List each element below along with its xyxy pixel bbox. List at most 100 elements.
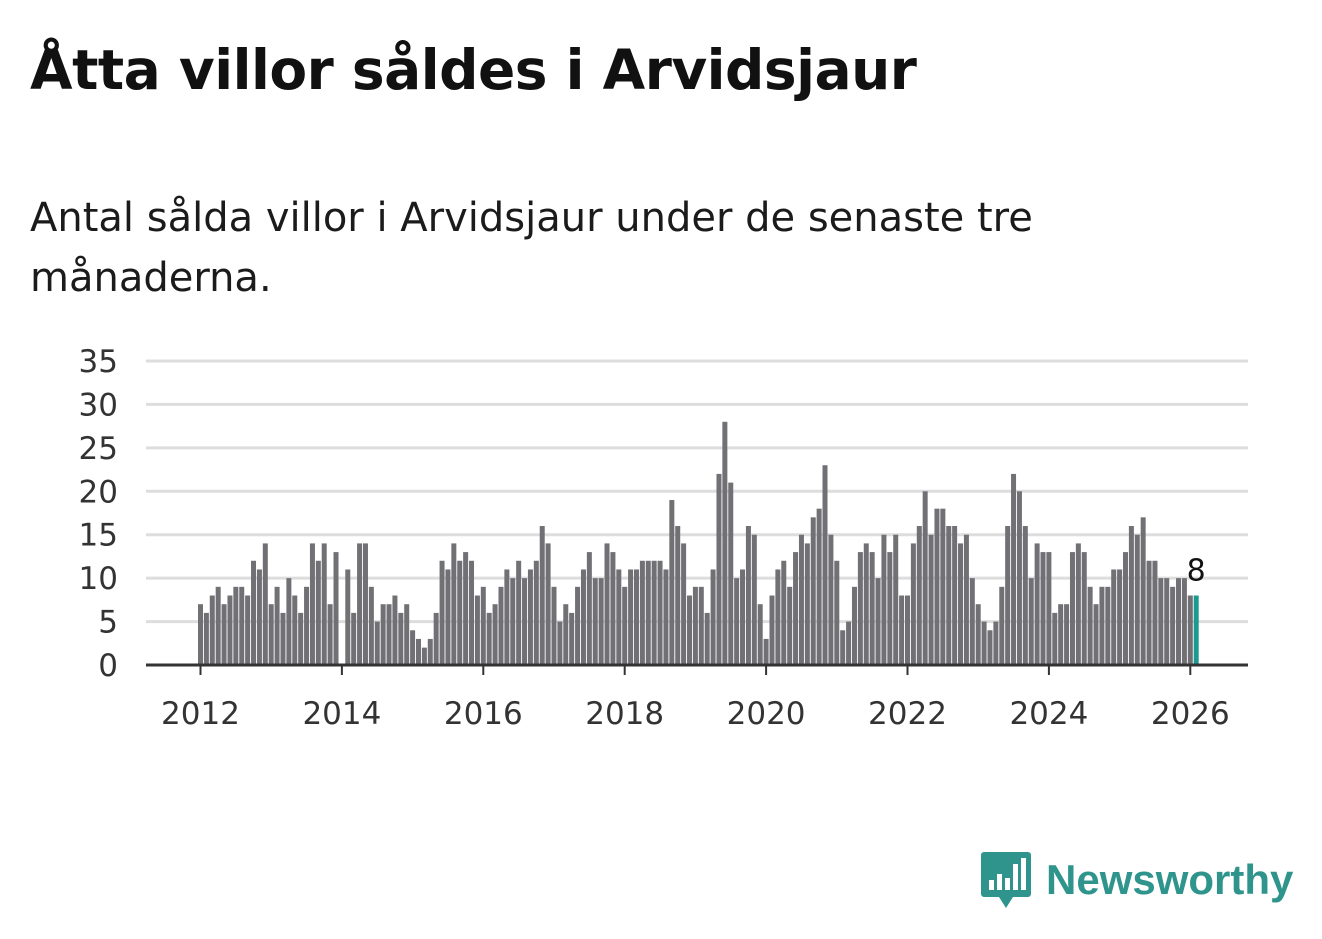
bar [952, 526, 958, 665]
bar [1040, 552, 1046, 665]
x-tick-label: 2018 [585, 696, 664, 732]
x-tick-label: 2016 [444, 696, 523, 732]
bar [492, 604, 498, 665]
bar [315, 560, 321, 665]
bar [840, 630, 846, 665]
bar [1075, 543, 1081, 665]
bar [386, 604, 392, 665]
bar [1064, 604, 1070, 665]
bar [522, 578, 528, 665]
bar [804, 543, 810, 665]
x-tick-label: 2026 [1151, 696, 1230, 732]
bar [875, 578, 881, 665]
bar [698, 586, 704, 665]
bar [563, 604, 569, 665]
bar [1117, 569, 1123, 665]
bar [421, 647, 427, 665]
bar [215, 586, 221, 665]
bar [775, 569, 781, 665]
bar [404, 604, 410, 665]
bar [1093, 604, 1099, 665]
bar [345, 569, 351, 665]
bar [851, 586, 857, 665]
bar [798, 534, 804, 665]
bar [1152, 560, 1158, 665]
bar [510, 578, 516, 665]
bar [663, 569, 669, 665]
bar [1034, 543, 1040, 665]
bar [274, 586, 280, 665]
x-tick-label: 2012 [161, 696, 240, 732]
bar [910, 543, 916, 665]
bar [203, 612, 209, 665]
bars [198, 421, 1199, 665]
bar [958, 543, 964, 665]
bar [722, 421, 728, 665]
bar [1128, 526, 1134, 665]
bar [993, 621, 999, 665]
bar [981, 621, 987, 665]
bar [1170, 586, 1176, 665]
bar [622, 586, 628, 665]
bar [504, 569, 510, 665]
x-tick-label: 2024 [1009, 696, 1088, 732]
bar [745, 526, 751, 665]
bar [675, 526, 681, 665]
bar [710, 569, 716, 665]
bar [1111, 569, 1117, 665]
bar [787, 586, 793, 665]
bar [557, 621, 563, 665]
bar [586, 552, 592, 665]
bar [628, 569, 634, 665]
bar [846, 621, 852, 665]
bar [781, 560, 787, 665]
y-tick-label: 35 [79, 344, 118, 380]
bar [569, 612, 575, 665]
newsworthy-logo[interactable]: Newsworthy [980, 850, 1300, 910]
bar [539, 526, 545, 665]
bar [940, 508, 946, 665]
bar [362, 543, 368, 665]
bar [757, 604, 763, 665]
bar [740, 569, 746, 665]
bar [751, 534, 757, 665]
bar [1081, 552, 1087, 665]
bar [368, 586, 374, 665]
bar [410, 630, 416, 665]
bar [687, 595, 693, 665]
bar [304, 586, 310, 665]
bar [810, 517, 816, 665]
bar [610, 552, 616, 665]
bar [1052, 612, 1058, 665]
bar [457, 560, 463, 665]
bar [227, 595, 233, 665]
brand-name: Newsworthy [1046, 856, 1294, 903]
data-labels: 8 [1187, 554, 1206, 589]
bar [545, 543, 551, 665]
chart-subtitle: Antal sålda villor i Arvidsjaur under de… [30, 195, 1033, 301]
bar [899, 595, 905, 665]
bar [256, 569, 262, 665]
bar [1146, 560, 1152, 665]
bar [728, 482, 734, 665]
bar [392, 595, 398, 665]
bar [474, 595, 480, 665]
y-tick-label: 15 [79, 518, 118, 554]
bar [415, 638, 421, 665]
bar [245, 595, 251, 665]
bar [869, 552, 875, 665]
bar [1105, 586, 1111, 665]
bar [592, 578, 598, 665]
bar [398, 612, 404, 665]
bar [1099, 586, 1105, 665]
bar [763, 638, 769, 665]
bar [893, 534, 899, 665]
bar [1164, 578, 1170, 665]
bar [1028, 578, 1034, 665]
y-tick-label: 10 [79, 561, 118, 597]
y-tick-label: 5 [98, 605, 118, 641]
y-tick-label: 30 [79, 387, 118, 423]
bar [580, 569, 586, 665]
bar [1181, 578, 1187, 665]
bar [433, 612, 439, 665]
